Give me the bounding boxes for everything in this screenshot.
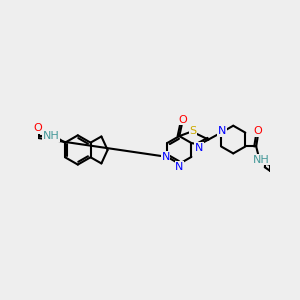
Text: NH: NH (253, 154, 270, 165)
Text: N: N (218, 126, 226, 136)
Text: NH: NH (43, 131, 59, 142)
Text: O: O (254, 126, 262, 136)
Text: O: O (34, 123, 42, 133)
Text: N: N (195, 143, 203, 153)
Text: O: O (178, 115, 187, 125)
Text: N: N (161, 152, 170, 162)
Text: N: N (175, 162, 184, 172)
Text: S: S (190, 126, 197, 136)
